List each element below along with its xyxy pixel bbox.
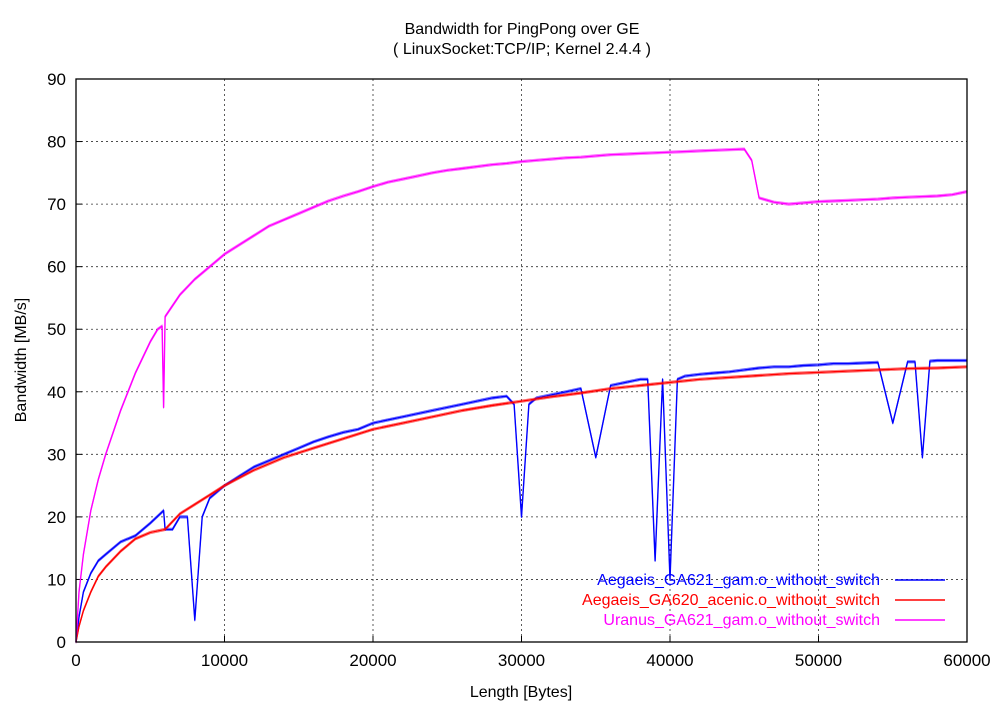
y-tick-label: 40 [47,383,66,402]
y-tick-label: 20 [47,508,66,527]
series-line-run [75,358,967,641]
y-tick-label: 80 [47,133,66,152]
series-2 [75,147,968,644]
legend-label: Aegaeis_GA620_acenic.o_without_switch [582,592,880,609]
x-tick-label: 40000 [646,651,693,670]
plot-frame [75,78,968,643]
series-line-run [75,361,967,644]
y-axis-label: Bandwidth [MB/s] [13,298,30,423]
x-tick-label: 30000 [498,651,545,670]
y-tick-label: 0 [57,633,66,652]
y-tick-label: 10 [47,570,66,589]
series-line [75,366,968,643]
tick-labels: 0 10000 20000 30000 40000 50000 60000 0 10 20 30 40… [47,70,991,670]
y-tick-label: 50 [47,320,66,339]
series-layer [75,147,968,644]
series-line-run [75,365,968,641]
chart-subtitle: ( LinuxSocket:TCP/IP; Kernel 2.4.4 ) [393,41,651,58]
x-tick-label: 20000 [349,651,396,670]
chart-title: Bandwidth for PingPong over GE [405,21,640,38]
x-tick-label: 50000 [795,651,842,670]
y-tick-label: 70 [47,195,66,214]
x-tick-label: 0 [71,651,80,670]
legend-label: Uranus_GA621_gam.o_without_switch [603,612,880,629]
series-1 [75,365,968,644]
series-0 [75,358,967,644]
y-tick-label: 90 [47,70,66,89]
x-axis-label: Length [Bytes] [470,684,572,701]
x-tick-label: 10000 [201,651,248,670]
y-tick-label: 30 [47,445,66,464]
legend-label: Aegaeis_GA621_gam.o_without_switch [597,572,880,589]
grid [75,78,968,643]
legend: Aegaeis_GA621_gam.o_without_switch Aegaei… [582,572,945,629]
series-line-run [75,149,968,644]
y-tick-label: 60 [47,258,66,277]
series-line-run [75,367,968,644]
x-tick-label: 60000 [943,651,990,670]
